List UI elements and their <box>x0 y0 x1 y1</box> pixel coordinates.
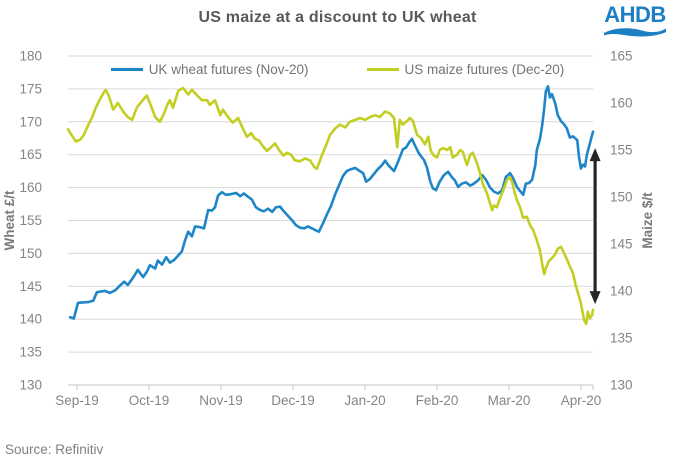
left-axis-tick-label: 150 <box>19 246 42 261</box>
x-axis-tick-label: Dec-19 <box>271 393 315 408</box>
legend-item-wheat: UK wheat futures (Nov-20) <box>110 62 309 77</box>
x-axis-tick-label: Sep-19 <box>55 393 99 408</box>
source-note: Source: Refinitiv <box>5 442 104 457</box>
ahdb-wave-icon <box>604 25 666 42</box>
left-axis-tick-label: 135 <box>19 345 42 360</box>
right-axis-title: Maize $/t <box>640 192 655 249</box>
discount-arrow-head-down <box>589 291 601 305</box>
right-axis-tick-label: 150 <box>610 190 633 205</box>
ahdb-logo-text: AHDB <box>604 2 666 27</box>
left-axis-tick-label: 155 <box>19 213 42 228</box>
left-axis-tick-label: 130 <box>19 378 42 393</box>
legend-swatch-maize <box>366 68 399 71</box>
legend-label-maize: US maize futures (Dec-20) <box>404 62 565 77</box>
right-axis-tick-label: 165 <box>610 49 633 64</box>
x-axis-tick-label: Mar-20 <box>488 393 531 408</box>
discount-arrow-head-up <box>589 148 601 162</box>
x-axis-tick-label: Oct-19 <box>129 393 170 408</box>
right-axis-tick-label: 130 <box>610 378 633 393</box>
ahdb-logo: AHDB <box>602 2 668 43</box>
right-axis-tick-label: 160 <box>610 96 633 111</box>
left-axis-tick-label: 170 <box>19 114 42 129</box>
chart-legend: UK wheat futures (Nov-20) US maize futur… <box>0 62 675 77</box>
wheat-series-line <box>68 85 595 320</box>
right-axis-tick-label: 155 <box>610 143 633 158</box>
x-axis-tick-label: Jan-20 <box>344 393 385 408</box>
left-axis-tick-label: 140 <box>19 312 42 327</box>
legend-swatch-wheat <box>110 68 143 71</box>
chart-title: US maize at a discount to UK wheat <box>198 9 477 26</box>
left-axis-tick-label: 160 <box>19 180 42 195</box>
left-axis-tick-label: 175 <box>19 81 42 96</box>
line-chart: 180 175 170 165 160 155 150 145 140 135 130 165 160 1… <box>2 49 655 409</box>
right-axis-tick-label: 140 <box>610 284 633 299</box>
x-axis-tick-label: Feb-20 <box>416 393 459 408</box>
legend-label-wheat: UK wheat futures (Nov-20) <box>148 62 309 77</box>
x-axis-tick-label: Nov-19 <box>199 393 243 408</box>
x-axis-tick-label: Apr-20 <box>561 393 602 408</box>
right-axis-tick-label: 145 <box>610 237 633 252</box>
left-axis-tick-label: 180 <box>19 49 42 64</box>
left-axis-title: Wheat £/t <box>2 190 17 251</box>
maize-series-line <box>66 86 595 326</box>
legend-item-maize: US maize futures (Dec-20) <box>366 62 565 77</box>
left-axis-tick-label: 145 <box>19 279 42 294</box>
left-axis-tick-label: 165 <box>19 147 42 162</box>
right-axis-tick-label: 135 <box>610 331 633 346</box>
